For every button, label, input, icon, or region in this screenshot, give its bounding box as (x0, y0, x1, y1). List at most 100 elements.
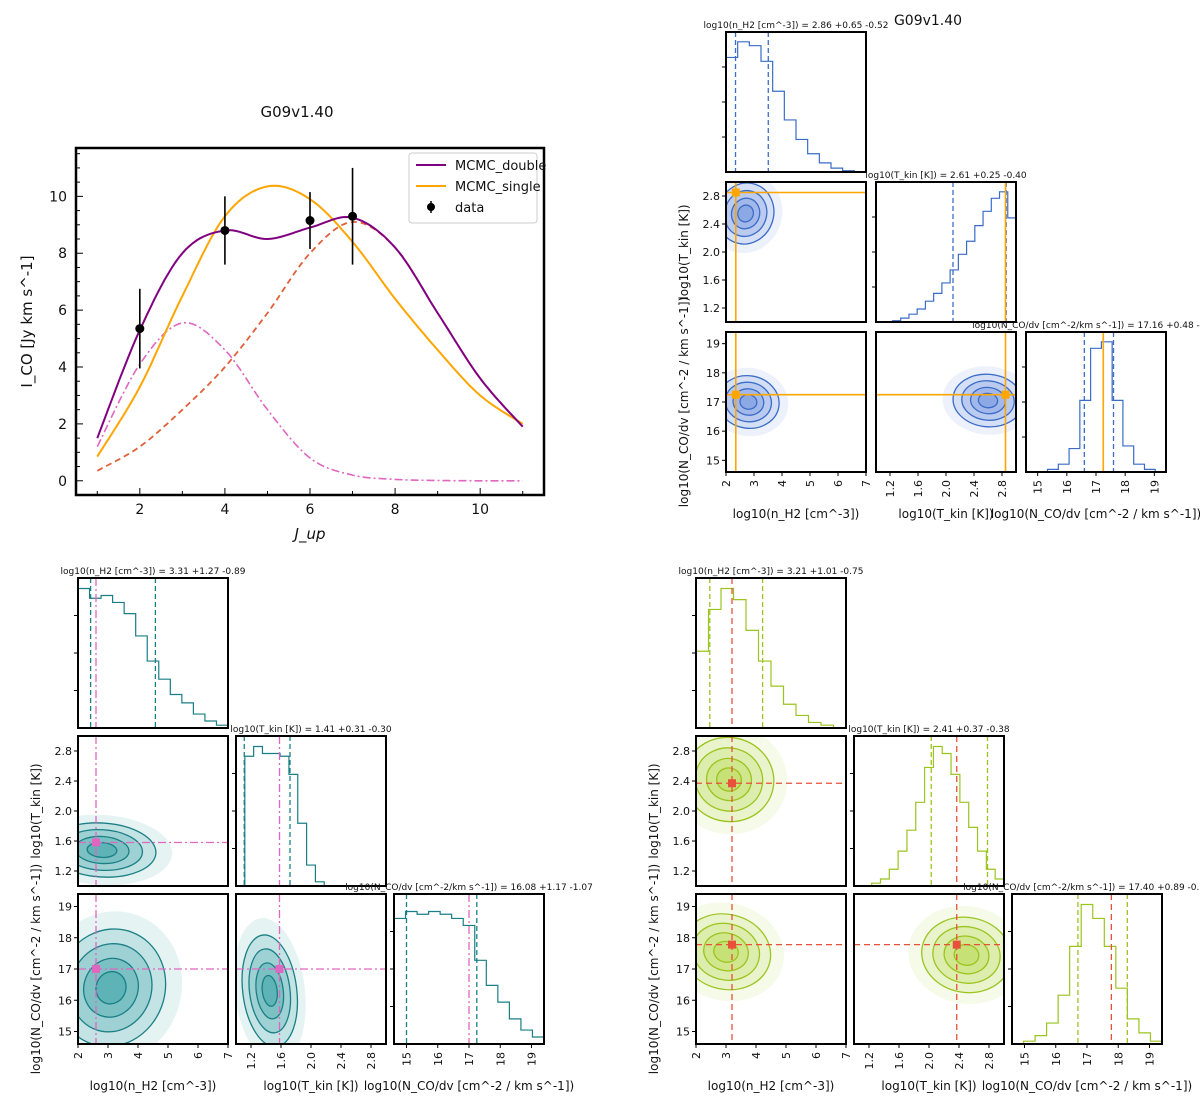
tick-label: 1.6 (912, 480, 925, 498)
legend-label: data (455, 201, 484, 216)
axis-label: log10(n_H2 [cm^-3]) (90, 1079, 217, 1093)
tick-label: 7 (840, 1052, 853, 1059)
density-contours (78, 911, 183, 1044)
tick-label: 1.2 (884, 480, 897, 498)
axis-label: log10(T_kin [K]) (881, 1079, 976, 1093)
panel-frame (725, 31, 867, 173)
truth-marker (275, 965, 284, 973)
corner-plot-bottom-left: log10(n_H2 [cm^-3]) = 3.31 +1.27 -0.89 lo… (29, 567, 593, 1093)
density-panel-1-3 (695, 893, 847, 1045)
tick-label: 5 (780, 1052, 793, 1059)
x-axis-2: 1.2 1.6 2.0 2.4 2.8 log10(T_kin [K]) (245, 1044, 378, 1093)
histogram-title: log10(n_H2 [cm^-3]) = 3.31 +1.27 -0.89 (61, 567, 246, 577)
tick-label: 2 (690, 1052, 703, 1059)
tick-label: 2.8 (365, 1052, 378, 1070)
x-tick-label: 4 (220, 502, 229, 518)
density-panel-2-3 (235, 893, 387, 1045)
contour-line (255, 962, 285, 1020)
contour-line (86, 841, 118, 859)
tick-label: 18 (58, 932, 72, 945)
contour-line (977, 392, 999, 409)
density-fill (739, 394, 757, 410)
histogram-title: log10(N_CO/dv [cm^-2/km s^-1]) = 16.08 +… (345, 883, 593, 893)
density-fill (954, 944, 979, 966)
y-tick-label: 4 (58, 360, 67, 376)
histogram-panel-1: log10(n_H2 [cm^-3]) = 2.86 +0.65 -0.52 (704, 21, 888, 173)
tick-label: 16 (706, 425, 720, 438)
axis-label: log10(T_kin [K]) (263, 1079, 358, 1093)
histogram-step (725, 41, 866, 173)
contour-line (78, 822, 157, 878)
axis-label: log10(N_CO/dv [cm^-2 / km s^-1]) (364, 1079, 574, 1093)
tick-label: 2.8 (983, 1052, 996, 1070)
tick-label: 3 (720, 1052, 733, 1059)
density-fill (703, 932, 749, 971)
axis-label: log10(N_CO/dv [cm^-2 / km s^-1]) (647, 864, 661, 1074)
contour-line (696, 736, 775, 823)
density-contours (942, 366, 1016, 435)
histogram-step (393, 910, 544, 1044)
tick-label: 2.0 (55, 805, 73, 818)
tick-label: 18 (1112, 1052, 1125, 1066)
density-fill (978, 393, 998, 408)
histogram-title: log10(N_CO/dv [cm^-2/km s^-1]) = 17.16 +… (972, 321, 1200, 331)
tick-label: 2.4 (968, 480, 981, 498)
histogram-title: log10(n_H2 [cm^-3]) = 3.21 +1.01 -0.75 (679, 567, 864, 577)
y-axis-3: 15 16 17 18 19 log10(N_CO/dv [cm^-2 / km s^-1… (677, 297, 726, 507)
panel-frame (875, 181, 1017, 323)
tick-label: 16 (432, 1052, 445, 1066)
contour-line (726, 381, 773, 423)
density-panel-1-3 (77, 893, 229, 1045)
tick-label: 17 (58, 963, 72, 976)
tick-label: 15 (706, 454, 720, 467)
density-fill (236, 918, 306, 1044)
density-fill (262, 975, 278, 1007)
tick-label: 2.4 (55, 775, 73, 788)
density-panel-1-2 (725, 181, 867, 323)
panel-frame (1025, 331, 1167, 473)
series-line-cold-component (96, 321, 523, 482)
histogram-title: log10(T_kin [K]) = 2.41 +0.37 -0.38 (848, 725, 1010, 735)
axis-label: log10(T_kin [K]) (647, 763, 661, 858)
density-contours (726, 182, 783, 254)
density-fill (83, 958, 139, 1018)
density-fill (78, 911, 183, 1044)
tick-label: 15 (1032, 480, 1045, 494)
tick-label: 1.2 (673, 865, 691, 878)
x-axis-3: 15 16 17 18 19 log10(N_CO/dv [cm^-2 / km s^-1… (364, 1044, 574, 1093)
truth-marker (731, 390, 740, 399)
data-point (220, 225, 230, 235)
x-axis-1: 2 3 4 5 6 7 log10(n_H2 [cm^-3]) (720, 472, 873, 521)
truth-marker (728, 779, 736, 788)
density-fill (78, 928, 166, 1044)
tick-label: 15 (401, 1052, 414, 1066)
axis-label: log10(n_H2 [cm^-3]) (733, 507, 860, 521)
tick-label: 1.6 (55, 835, 73, 848)
density-fill (78, 814, 173, 886)
histogram-title: log10(T_kin [K]) = 2.61 +0.25 -0.40 (865, 171, 1027, 181)
y-tick-label: 8 (58, 246, 67, 262)
tick-label: 16 (1061, 480, 1074, 494)
tick-label: 18 (1119, 480, 1132, 494)
y-tick-label: 6 (58, 303, 67, 319)
density-fill (726, 367, 789, 437)
density-panel-1-3 (725, 331, 867, 473)
y-tick-label: 2 (58, 417, 67, 433)
histogram-step (695, 587, 846, 729)
corner-plot-bottom-right: log10(n_H2 [cm^-3]) = 3.21 +1.01 -0.75 lo… (647, 567, 1200, 1093)
tick-label: 19 (1144, 1052, 1157, 1066)
tick-label: 2 (720, 480, 733, 487)
contour-line (921, 916, 1004, 994)
contour-line (932, 925, 1001, 984)
histogram-step (876, 191, 1016, 323)
tick-label: 4 (132, 1052, 145, 1059)
axis-label: log10(n_H2 [cm^-3]) (708, 1079, 835, 1093)
histogram-step (77, 587, 228, 728)
x-tick-label: 8 (391, 502, 400, 518)
corner-top-title: G09v1.40 (894, 13, 962, 29)
y-axis-3: 15 16 17 18 19 log10(N_CO/dv [cm^-2 / km s^-1… (647, 864, 696, 1074)
tick-label: 1.2 (55, 865, 73, 878)
y-axis-3: 15 16 17 18 19 log10(N_CO/dv [cm^-2 / km s^-1… (29, 864, 78, 1074)
